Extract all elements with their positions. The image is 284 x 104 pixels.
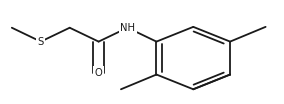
- Text: S: S: [38, 37, 44, 47]
- Text: O: O: [95, 68, 103, 78]
- Text: NH: NH: [120, 23, 135, 33]
